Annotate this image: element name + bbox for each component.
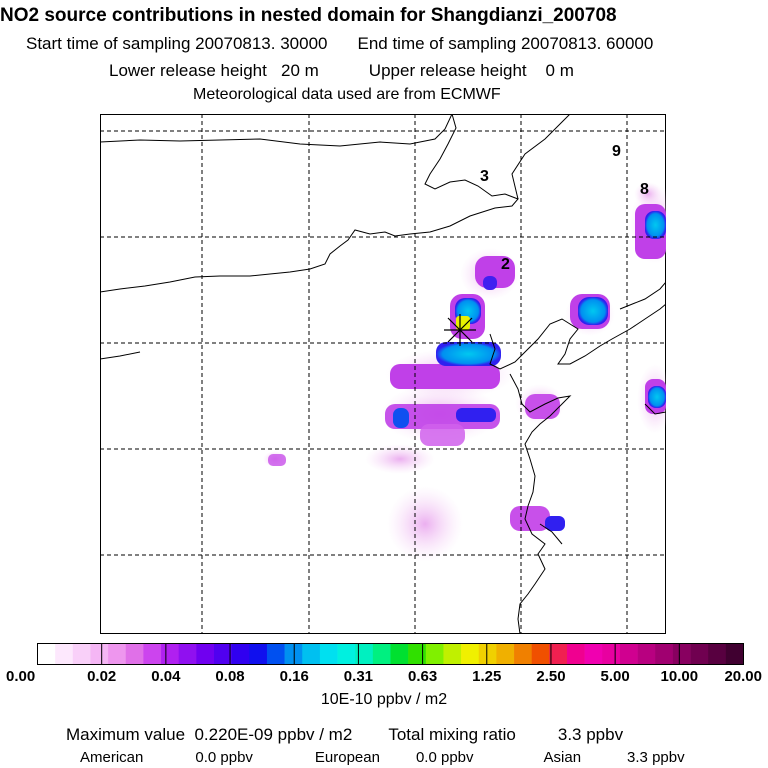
colorbar-cell [725,643,744,665]
release-heights: Lower release height 20 m Upper release h… [109,61,574,81]
total-mixing-label: Total mixing ratio [388,725,516,744]
region-label-8: 8 [640,181,649,198]
colorbar-cell [584,643,603,665]
colorbar-cell [461,643,480,665]
end-time-label: End time of sampling 20070813. 60000 [357,34,654,53]
colorbar-cell [214,643,232,665]
region-label-9: 9 [612,143,621,160]
colorbar-cell [55,643,74,665]
colorbar-cell [90,643,109,665]
region-breakdown: American 0.0 ppbv European 0.0 ppbv Asian 3.3… [80,749,685,766]
colorbar-cell [249,643,268,665]
colorbar-tick-label: 0.16 [279,668,309,685]
colorbar-cell [672,643,691,665]
colorbar-cell [443,643,462,665]
colorbar-cell [72,643,91,665]
colorbar-tick-label: 0.31 [343,668,374,685]
colorbar-tick-label: 0.08 [215,668,245,685]
colorbar-tick-label: 2.50 [536,668,566,685]
colorbar-cell [196,643,215,665]
american-label: American [80,749,144,766]
american-value: 0.0 ppbv [195,749,253,766]
graticule [100,114,666,634]
colorbar-tick-label: 0.02 [87,668,117,685]
pollution-field [263,182,666,562]
asian-label: Asian [543,749,582,766]
colorbar-cell [231,643,250,665]
colorbar-cell [372,643,391,665]
colorbar-cell [496,643,515,665]
colorbar-cell [390,643,409,665]
colorbar-cell [178,643,197,665]
european-value: 0.0 ppbv [415,749,474,766]
colorbar-cell [108,643,127,665]
sampling-times: Start time of sampling 20070813. 30000 En… [26,34,653,54]
colorbar-cell [266,643,285,665]
colorbar-cell [425,643,444,665]
start-time-label: Start time of sampling 20070813. 30000 [26,34,328,53]
map-panel: 9 8 3 2 [100,114,666,634]
coastline-borders [100,114,666,634]
colorbar-cell [284,643,303,665]
colorbar-cell [355,643,374,665]
total-mixing-value: 3.3 ppbv [557,725,624,744]
colorbar-tick-label: 1.25 [472,668,502,685]
colorbar-cell [143,643,162,665]
colorbar-tick-label: 20.00 [724,668,762,685]
lower-release-label: Lower release height 20 m [109,61,319,80]
colorbar-tick-label: 0.63 [407,668,438,685]
met-data-label: Meteorological data used are from ECMWF [193,86,501,103]
map-frame [100,114,666,634]
colorbar-tick-label: 0.04 [151,668,181,685]
colorbar-tick-label: 0.00 [6,668,36,685]
colorbar-cell [655,643,674,665]
colorbar-cell [690,643,709,665]
colorbar-cell [708,643,727,665]
plot-title: NO2 source contributions in nested domai… [0,5,617,26]
colorbar-cell [619,643,638,665]
region-label-3: 3 [480,168,489,185]
colorbar-cell [567,643,585,665]
summary-line: Maximum value 0.220E-09 ppbv / m2 Total m… [66,725,623,745]
colorbar-cell [637,643,656,665]
asian-value: 3.3 ppbv [627,749,685,766]
max-value-label: Maximum value 0.220E-09 ppbv / m2 [66,725,353,744]
colorbar-cell [125,643,144,665]
colorbar-tick-label: 5.00 [600,668,630,685]
colorbar-cell [302,643,321,665]
colorbar-cell [161,643,179,665]
european-label: European [314,749,380,766]
colorbar-cell [337,643,356,665]
colorbar-cell [319,643,338,665]
colorbar-cell [478,643,497,665]
station-marker [444,314,476,346]
colorbar-cell [531,643,550,665]
region-label-2: 2 [501,256,510,273]
colorbar [37,643,744,665]
colorbar-cell [602,643,621,665]
colorbar-cell [514,643,532,665]
colorbar-cell [549,643,568,665]
upper-release-label: Upper release height 0 m [368,61,574,80]
colorbar-units: 10E-10 ppbv / m2 [320,691,448,708]
colorbar-cell [37,643,56,665]
colorbar-cell [408,643,427,665]
colorbar-tick-label: 10.00 [660,668,699,685]
